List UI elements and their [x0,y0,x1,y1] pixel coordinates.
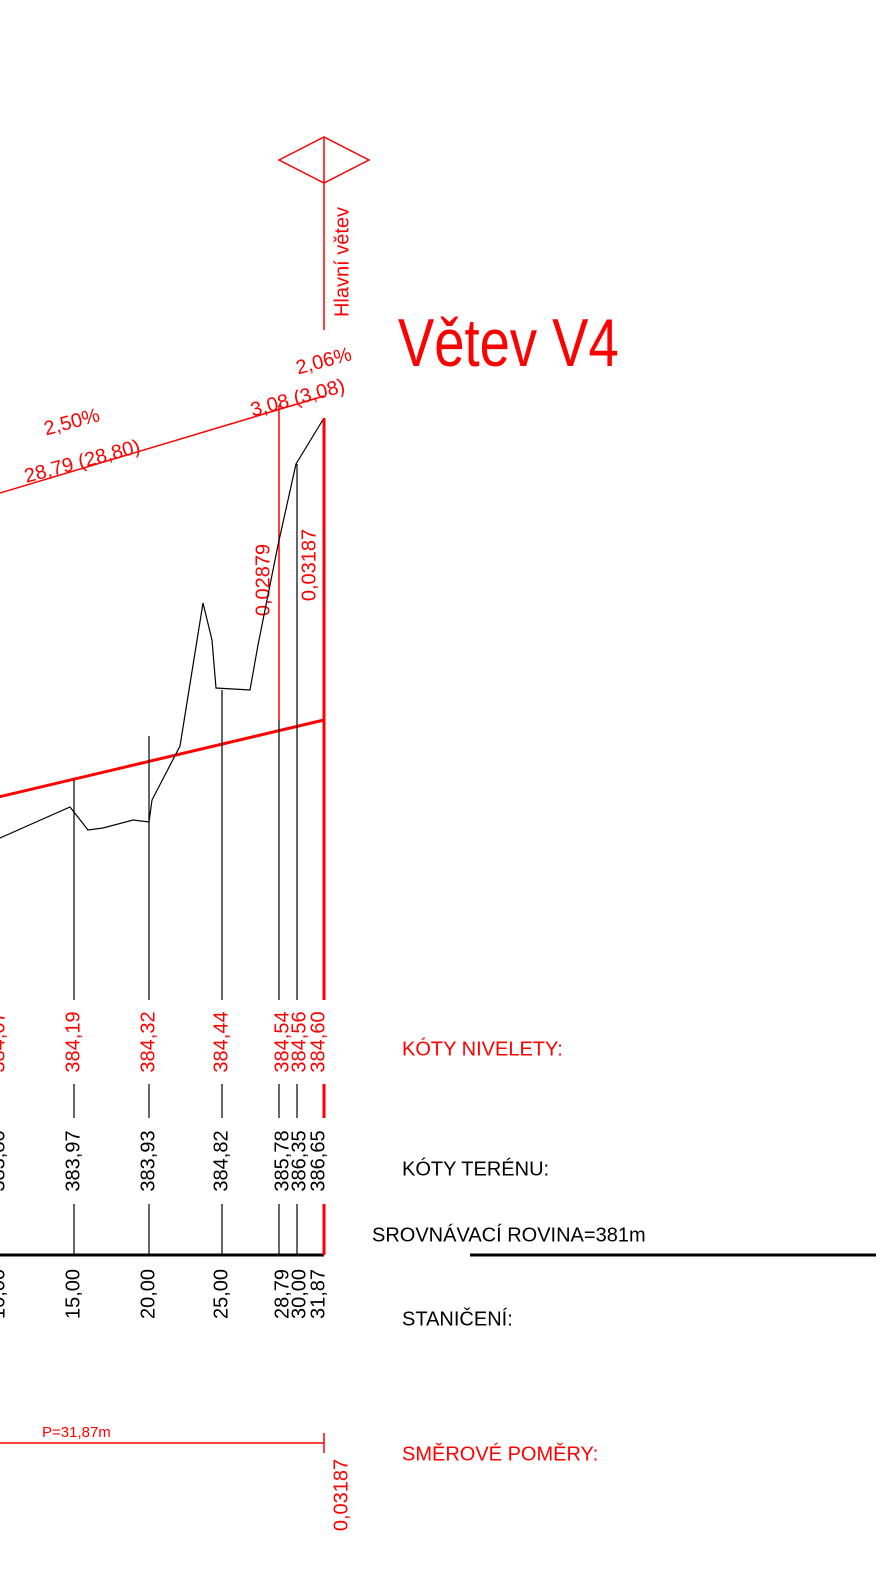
terrain-label: 386,65 [307,1130,329,1191]
slope-line [0,395,325,494]
title: Větev V4 [398,305,619,381]
row-label: STANIČENÍ: [402,1307,513,1330]
slope-length: 28,79 (28,80) [22,436,143,488]
branch-label: Hlavní větev [331,207,353,317]
row-label: SROVNÁVACÍ ROVINA=381m [372,1223,646,1246]
terrain-line [0,417,325,839]
branch-marker [277,136,371,184]
terrain-label: 383,80 [0,1130,9,1191]
station-label: 20,00 [137,1269,159,1319]
vertical-note: 0,02879 [252,544,274,616]
columns: 384,07 383,80 10,00 384,19 383,97 15,00 384,32… [0,418,329,1319]
station-label: 28,79 [271,1269,293,1319]
station-label: 15,00 [62,1269,84,1319]
slope-length: 3,08 (3,08) [248,375,347,421]
niveleta-label: 384,44 [210,1011,232,1072]
niveleta-label: 384,19 [62,1011,84,1072]
row-label: KÓTY NIVELETY: [402,1037,563,1060]
alignment-note: 0,03187 [330,1459,352,1531]
row-label: KÓTY TERÉNU: [402,1157,549,1180]
alignment-length: P=31,87m [42,1424,111,1441]
terrain-label: 384,82 [210,1130,232,1191]
niveleta-label: 384,07 [0,1011,9,1072]
niveleta-label: 384,32 [137,1011,159,1072]
grade-line [0,718,325,799]
terrain-label: 383,97 [62,1130,84,1191]
niveleta-label: 384,60 [307,1011,329,1072]
row-label: SMĚROVÉ POMĚRY: [402,1442,598,1465]
station-label: 25,00 [210,1269,232,1319]
vertical-note: 0,03187 [298,529,320,601]
niveleta-label: 384,56 [288,1011,310,1072]
terrain-label: 385,78 [271,1130,293,1191]
niveleta-label: 384,54 [271,1011,293,1072]
slope-grade: 2,06% [294,343,355,379]
station-label: 31,87 [307,1269,329,1319]
terrain-label: 383,93 [137,1130,159,1191]
station-label: 30,00 [288,1269,310,1319]
station-label: 10,00 [0,1269,9,1319]
slope-grade: 2,50% [42,404,103,440]
terrain-label: 386,35 [288,1130,310,1191]
